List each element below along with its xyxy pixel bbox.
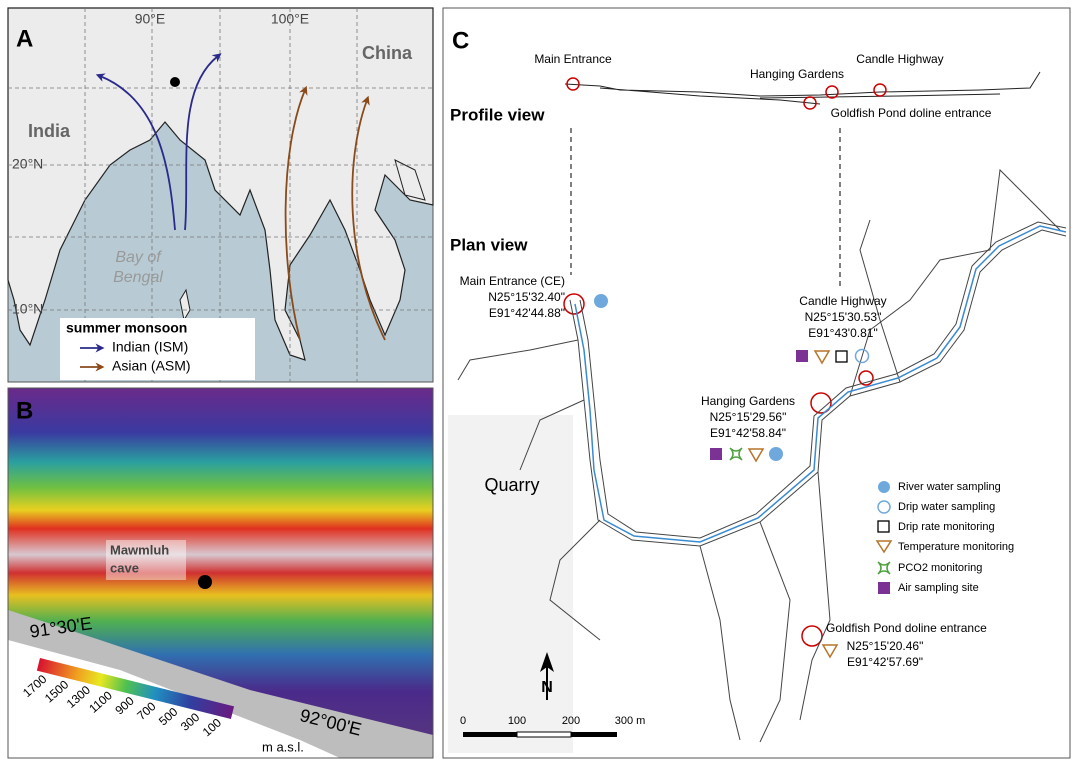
land [7, 7, 434, 361]
panel-label: A [16, 25, 33, 52]
site-lon: E91°43'0.81" [808, 326, 877, 340]
site-symbols [710, 348, 870, 659]
legend-item: River water sampling [898, 481, 1001, 493]
north-label: N [541, 679, 553, 696]
site-lat: N25°15'30.53" [805, 310, 882, 324]
scale-label: 200 [562, 715, 580, 727]
cave-location [198, 575, 212, 589]
place-label: Bay of [115, 249, 162, 266]
site-lon: E91°42'57.69" [847, 655, 923, 669]
lat-label: 10°N [12, 301, 43, 317]
legend-item: Air sampling site [898, 582, 979, 594]
colorbar-unit: m a.s.l. [262, 739, 304, 754]
lon-label: 100°E [271, 11, 309, 27]
asm-arrow [351, 95, 386, 341]
place-label: China [362, 43, 413, 63]
panel-label: B [16, 397, 33, 424]
river [574, 225, 1067, 543]
view-title: Profile view [450, 105, 545, 124]
site-lat: N25°15'20.46" [847, 639, 924, 653]
legend-item: Temperature monitoring [898, 541, 1014, 553]
site-lon: E91°42'44.88" [489, 306, 565, 320]
view-title: Plan view [450, 235, 528, 254]
colorbar-ramp [36, 658, 235, 719]
legend-item: Asian (ASM) [112, 358, 191, 374]
scale-label: 0 [460, 715, 466, 727]
legend-item: PCO2 monitoring [898, 562, 982, 574]
panel-c: Quarry C Main Entrance Hanging Gardens C… [442, 7, 1071, 759]
ism-arrow [95, 73, 176, 231]
profile-label: Hanging Gardens [750, 67, 844, 81]
plan-cave [457, 168, 1067, 743]
legend-title: summer monsoon [66, 320, 187, 336]
panel-label: C [452, 27, 469, 54]
legend: River water sampling Drip water sampling… [875, 481, 1014, 594]
profile-label: Main Entrance [534, 52, 612, 66]
label-box [106, 540, 186, 580]
panel-b: Mawmluh cave B 91°30'E 92°00'E 170015001… [7, 387, 434, 759]
panel-a: A 90°E 100°E 20°N 10°N India China Bay o… [7, 7, 434, 383]
site-name: Goldfish Pond doline entrance [826, 621, 987, 635]
place-label: Bengal [113, 269, 163, 286]
site-name: Main Entrance (CE) [460, 274, 565, 288]
site-name: Candle Highway [799, 294, 886, 308]
site-name: Hanging Gardens [701, 394, 795, 408]
quarry-area [448, 415, 573, 753]
cave-location [170, 77, 180, 87]
ism-arrow [184, 53, 222, 231]
scale-label: 300 m [615, 715, 646, 727]
symbol-river [594, 294, 608, 308]
asm-arrow [284, 85, 308, 341]
place-label: India [28, 121, 71, 141]
profile-label: Candle Highway [856, 52, 943, 66]
legend-item: Indian (ISM) [112, 339, 188, 355]
legend-box [60, 318, 255, 380]
lon-label: 90°E [135, 11, 166, 27]
legend-item: Drip water sampling [898, 501, 995, 513]
scale-label: 100 [508, 715, 526, 727]
site-lat: N25°15'29.56" [710, 410, 787, 424]
legend-item: Drip rate monitoring [898, 521, 995, 533]
cave-label: Mawmluh [110, 542, 169, 557]
site-lat: N25°15'32.40" [488, 290, 565, 304]
profile-label: Goldfish Pond doline entrance [831, 106, 992, 120]
north-arrow [540, 652, 554, 672]
quarry-label: Quarry [484, 475, 539, 495]
lat-label: 20°N [12, 156, 43, 172]
site-lon: E91°42'58.84" [710, 426, 786, 440]
cave-label: cave [110, 560, 139, 575]
